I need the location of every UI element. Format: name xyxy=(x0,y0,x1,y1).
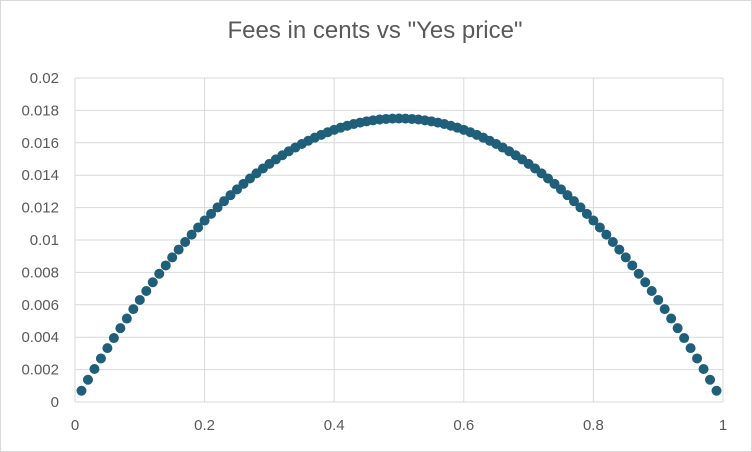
data-point xyxy=(633,268,644,279)
data-point xyxy=(76,385,87,396)
data-point xyxy=(147,277,158,288)
y-tick-label: 0.02 xyxy=(30,70,59,87)
data-point xyxy=(225,190,236,201)
y-tick-label: 0.008 xyxy=(21,264,59,281)
data-point xyxy=(141,285,152,296)
data-point xyxy=(115,323,126,334)
x-axis-ticks: 0 0.2 0.4 0.6 0.8 1 xyxy=(71,417,727,434)
data-point xyxy=(685,343,696,354)
data-point xyxy=(614,244,625,255)
data-point xyxy=(186,229,197,240)
data-point xyxy=(588,215,599,226)
data-point xyxy=(692,353,703,364)
x-tick-label: 1 xyxy=(719,417,727,434)
data-point xyxy=(620,252,631,263)
data-point xyxy=(601,229,612,240)
data-point xyxy=(627,260,638,271)
y-tick-label: 0.01 xyxy=(30,232,59,249)
data-points xyxy=(76,113,722,396)
data-point xyxy=(666,313,677,324)
data-point xyxy=(653,294,664,305)
data-point xyxy=(711,385,722,396)
x-tick-label: 0.8 xyxy=(583,417,604,434)
data-point xyxy=(659,304,670,315)
data-point xyxy=(549,178,560,189)
data-point xyxy=(594,222,605,233)
y-tick-label: 0.004 xyxy=(21,329,59,346)
data-point xyxy=(562,190,573,201)
data-point xyxy=(206,208,217,219)
data-point xyxy=(212,202,223,213)
data-point xyxy=(646,285,657,296)
y-axis-ticks: 0 0.002 0.004 0.006 0.008 0.01 0.012 0.014 0.016… xyxy=(21,70,59,411)
x-tick-label: 0.2 xyxy=(194,417,215,434)
y-tick-label: 0 xyxy=(51,394,59,411)
grid xyxy=(74,77,724,403)
data-point xyxy=(95,353,106,364)
data-point xyxy=(173,244,184,255)
data-point xyxy=(89,364,100,375)
data-point xyxy=(672,323,683,334)
data-point xyxy=(581,208,592,219)
y-tick-label: 0.012 xyxy=(21,200,59,217)
y-tick-label: 0.018 xyxy=(21,102,59,119)
data-point xyxy=(82,374,93,385)
data-point xyxy=(180,236,191,247)
data-point xyxy=(698,364,709,375)
data-point xyxy=(568,196,579,207)
chart-title: Fees in cents vs "Yes price" xyxy=(227,17,523,44)
data-point xyxy=(640,277,651,288)
y-tick-label: 0.016 xyxy=(21,135,59,152)
data-point xyxy=(160,260,171,271)
data-point xyxy=(102,343,113,354)
data-point xyxy=(121,313,132,324)
data-point xyxy=(556,184,566,195)
data-point xyxy=(154,268,165,279)
y-tick-label: 0.002 xyxy=(21,362,59,379)
data-point xyxy=(679,333,690,344)
data-point xyxy=(705,374,716,385)
data-point xyxy=(607,236,618,247)
data-point xyxy=(199,215,210,226)
data-point xyxy=(575,202,586,213)
x-tick-label: 0.4 xyxy=(324,417,345,434)
x-tick-label: 0 xyxy=(71,417,79,434)
data-point xyxy=(128,304,139,315)
data-point xyxy=(108,333,119,344)
data-point xyxy=(167,252,178,263)
y-tick-label: 0.006 xyxy=(21,297,59,314)
data-point xyxy=(219,196,230,207)
data-point xyxy=(232,184,242,195)
y-tick-label: 0.014 xyxy=(21,167,59,184)
data-point xyxy=(134,294,145,305)
data-point xyxy=(193,222,204,233)
x-tick-label: 0.6 xyxy=(453,417,474,434)
